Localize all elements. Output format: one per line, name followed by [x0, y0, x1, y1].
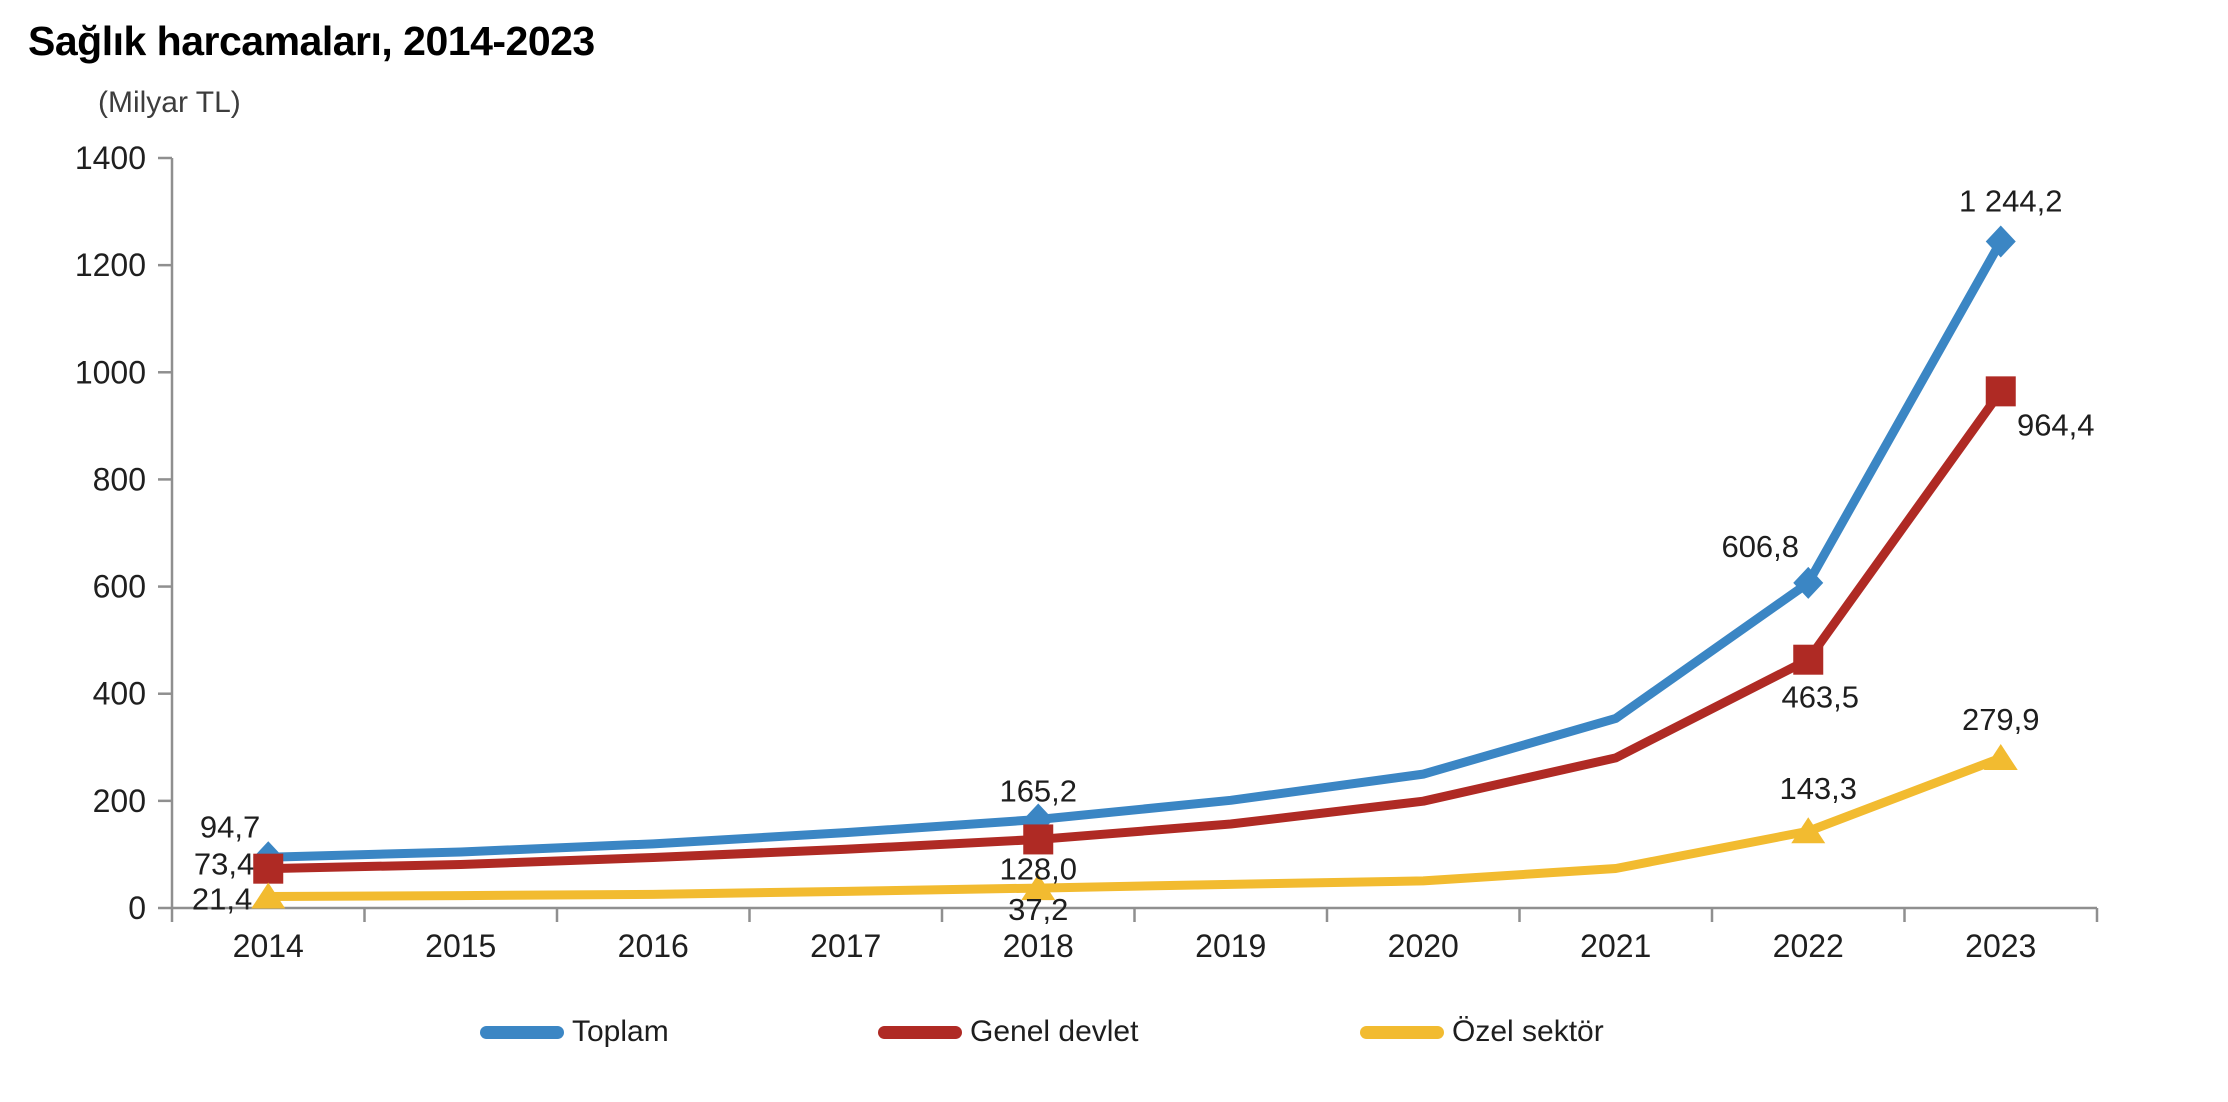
series-line-genel-devlet	[263, 386, 2006, 874]
data-label: 964,4	[2017, 407, 2095, 442]
data-label: 94,7	[200, 809, 260, 844]
legend-item-ozel-sektor: Özel sektör	[1360, 1012, 1604, 1052]
x-axis-tick-label: 2021	[1580, 928, 1651, 964]
triangle-marker	[1021, 874, 1056, 901]
data-label: 279,9	[1962, 702, 2040, 737]
data-label: 128,0	[999, 851, 1077, 886]
series-line-toplam	[263, 236, 2006, 862]
square-marker	[1985, 376, 2016, 407]
x-axis-tick-label: 2015	[425, 928, 496, 964]
data-label: 143,3	[1779, 771, 1857, 806]
data-label: 37,2	[1008, 892, 1068, 927]
legend-item-toplam: Toplam	[480, 1012, 669, 1052]
data-label: 165,2	[999, 774, 1077, 809]
x-axis-tick-label: 2018	[1003, 928, 1074, 964]
legend-swatch-ozel-sektor	[1360, 1025, 1444, 1039]
legend-label-toplam: Toplam	[572, 1015, 669, 1048]
data-label: 73,4	[194, 847, 254, 882]
legend-label-ozel-sektor: Özel sektör	[1452, 1015, 1604, 1048]
data-label: 1 244,2	[1959, 183, 2062, 218]
legend-swatch-toplam	[480, 1025, 564, 1039]
triangle-marker	[1983, 744, 2018, 771]
series-line--zel-sekt-r	[263, 753, 2006, 902]
legend-swatch-genel-devlet	[878, 1025, 962, 1039]
data-label: 463,5	[1781, 680, 1859, 715]
x-axis-tick-label: 2023	[1965, 928, 2036, 964]
y-axis-tick-label: 400	[93, 676, 146, 712]
y-axis-unit-label: (Milyar TL)	[98, 86, 241, 119]
y-axis-tick-label: 800	[93, 461, 146, 497]
square-marker	[1023, 824, 1054, 855]
x-axis-tick-label: 2020	[1388, 928, 1459, 964]
data-label: 606,8	[1721, 529, 1799, 564]
chart-title: Sağlık harcamaları, 2014-2023	[28, 18, 595, 64]
square-marker	[253, 853, 284, 884]
legend-item-genel-devlet: Genel devlet	[878, 1012, 1138, 1052]
y-axis-tick-label: 600	[93, 569, 146, 605]
x-axis-tick-label: 2019	[1195, 928, 1266, 964]
chart-legend: Toplam Genel devlet Özel sektör	[0, 1012, 2228, 1056]
triangle-marker	[1791, 817, 1826, 844]
y-axis-tick-label: 1200	[75, 247, 146, 283]
diamond-marker	[1793, 566, 1824, 599]
y-axis-tick-label: 1000	[75, 354, 146, 390]
x-axis-tick-label: 2022	[1773, 928, 1844, 964]
legend-label-genel-devlet: Genel devlet	[970, 1015, 1139, 1048]
x-axis-tick-label: 2014	[233, 928, 304, 964]
y-axis-tick-label: 1400	[75, 140, 146, 176]
data-label: 21,4	[192, 882, 252, 917]
x-axis-tick-label: 2016	[618, 928, 689, 964]
x-axis-tick-label: 2017	[810, 928, 881, 964]
y-axis-tick-label: 0	[128, 890, 146, 926]
triangle-marker	[251, 882, 286, 909]
y-axis-tick-label: 200	[93, 783, 146, 819]
square-marker	[1793, 644, 1824, 675]
diamond-marker	[1985, 225, 2016, 258]
